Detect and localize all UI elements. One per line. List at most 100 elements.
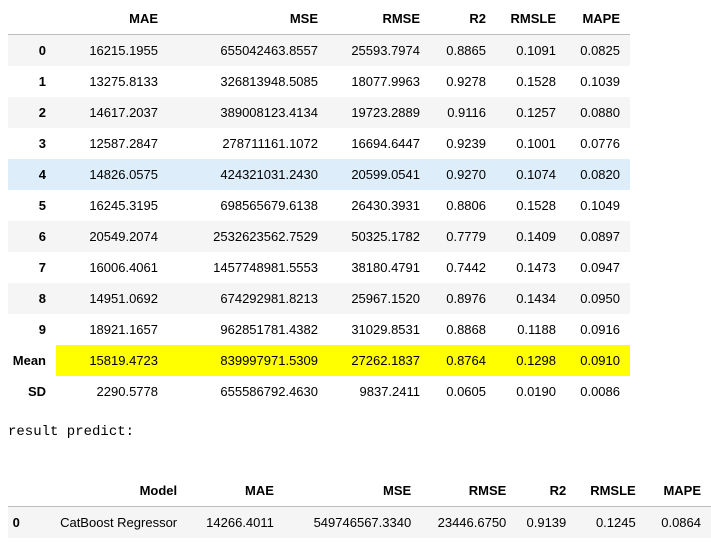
mae-cell: 2290.5778 [96, 384, 158, 399]
rmse-cell: 16694.6447 [351, 136, 420, 151]
table-header-row: Model MAE MSE RMSE R2 RMSLE MAPE [8, 475, 711, 507]
rmse-cell: 23446.6750 [437, 515, 507, 530]
row-index: 0 [12, 515, 20, 530]
mape-cell: 0.0880 [580, 105, 620, 120]
table-header-row: MAE MSE RMSE R2 RMSLE MAPE [8, 3, 630, 35]
model-cell: CatBoost Regressor [60, 515, 178, 530]
rmsle-cell: 0.1528 [516, 198, 556, 213]
mape-cell: 0.0776 [580, 136, 620, 151]
table-row: 8 14951.0692 674292981.8213 25967.1520 0.897… [8, 283, 630, 314]
row-index: 6 [38, 229, 46, 244]
mse-cell: 962851781.4382 [220, 322, 318, 337]
row-index: 5 [38, 198, 46, 213]
mape-cell: 0.0825 [580, 43, 620, 58]
rmsle-cell: 0.1188 [517, 322, 556, 337]
rmsle-header: RMSLE [576, 475, 646, 507]
r2-cell: 0.7779 [446, 229, 486, 244]
mape-cell: 0.0864 [661, 515, 701, 530]
table-row: 9 18921.1657 962851781.4382 31029.8531 0.886… [8, 314, 630, 345]
rmse-cell: 38180.4791 [351, 260, 420, 275]
mape-cell: 0.0897 [580, 229, 620, 244]
r2-cell: 0.9270 [446, 167, 486, 182]
r2-cell: 0.8764 [430, 345, 496, 376]
rmse-header: RMSE [328, 3, 430, 35]
rmse-cell: 25593.7974 [351, 43, 420, 58]
rmsle-header: RMSLE [496, 3, 566, 35]
rmsle-cell: 0.1091 [516, 43, 556, 58]
mse-cell: 2532623562.7529 [213, 229, 318, 244]
row-index: 2 [38, 105, 46, 120]
mae-cell: 14826.0575 [89, 167, 158, 182]
mse-cell: 389008123.4134 [220, 105, 318, 120]
row-index: 8 [38, 291, 46, 306]
mae-cell: 14617.2037 [89, 105, 158, 120]
mape-cell: 0.1039 [580, 74, 620, 89]
mape-cell: 0.0947 [580, 260, 620, 275]
rmse-cell: 9837.2411 [359, 384, 421, 399]
rmsle-cell: 0.1245 [595, 515, 636, 530]
rmsle-cell: 0.1528 [516, 74, 556, 89]
r2-cell: 0.8868 [446, 322, 486, 337]
rmsle-cell: 0.1001 [516, 136, 556, 151]
rmse-cell: 50325.1782 [351, 229, 420, 244]
r2-cell: 0.9116 [447, 105, 486, 120]
rmse-cell: 20599.0541 [351, 167, 420, 182]
mse-cell: 839997971.5309 [168, 345, 328, 376]
r2-cell: 0.9239 [446, 136, 486, 151]
r2-cell: 0.8865 [446, 43, 486, 58]
mape-header: MAPE [645, 475, 711, 507]
row-index: 7 [38, 260, 46, 275]
rmse-cell: 18077.9963 [351, 74, 420, 89]
model-header: Model [29, 475, 188, 507]
rmse-cell: 26430.3931 [351, 198, 420, 213]
mape-cell: 0.0910 [566, 345, 630, 376]
mae-cell: 13275.8133 [89, 74, 158, 89]
mae-header: MAE [187, 475, 284, 507]
mse-cell: 549746567.3340 [313, 515, 412, 530]
table-row: Mean 15819.4723 839997971.5309 27262.1837 0.… [8, 345, 630, 376]
table-row: 5 16245.3195 698565679.6138 26430.3931 0.880… [8, 190, 630, 221]
r2-cell: 0.9139 [526, 515, 567, 530]
mae-cell: 14266.4011 [206, 515, 274, 530]
mae-cell: 12587.2847 [89, 136, 158, 151]
row-index: 9 [38, 322, 46, 337]
table-row: 0 CatBoost Regressor 14266.4011 549746567.3… [8, 506, 711, 538]
mape-cell: 0.1049 [580, 198, 620, 213]
index-header [8, 475, 30, 507]
rmsle-cell: 0.1409 [516, 229, 556, 244]
index-header [8, 3, 56, 35]
table-row: 3 12587.2847 278711161.1072 16694.6447 0.923… [8, 128, 630, 159]
mae-header: MAE [56, 3, 168, 35]
row-index: 1 [38, 74, 46, 89]
mse-header: MSE [168, 3, 328, 35]
mae-cell: 16006.4061 [89, 260, 158, 275]
rmse-cell: 19723.2889 [351, 105, 420, 120]
mape-cell: 0.0950 [580, 291, 620, 306]
table-row: 6 20549.2074 2532623562.7529 50325.1782 0.77… [8, 221, 630, 252]
mse-cell: 326813948.5085 [220, 74, 318, 89]
row-index: 3 [38, 136, 46, 151]
rmsle-cell: 0.0190 [516, 384, 556, 399]
mape-cell: 0.0916 [580, 322, 620, 337]
r2-cell: 0.8976 [446, 291, 486, 306]
row-index: 4 [38, 167, 46, 182]
table-row: 1 13275.8133 326813948.5085 18077.9963 0.927… [8, 66, 630, 97]
mse-cell: 1457748981.5553 [213, 260, 318, 275]
mape-header: MAPE [566, 3, 630, 35]
mae-cell: 20549.2074 [89, 229, 158, 244]
mape-cell: 0.0820 [580, 167, 620, 182]
r2-header: R2 [516, 475, 577, 507]
mae-cell: 14951.0692 [89, 291, 158, 306]
mse-header: MSE [283, 475, 422, 507]
mse-cell: 698565679.6138 [220, 198, 318, 213]
mse-cell: 424321031.2430 [220, 167, 318, 182]
mae-cell: 16245.3195 [89, 198, 158, 213]
r2-header: R2 [430, 3, 496, 35]
stdout-text: result predict: [8, 424, 135, 440]
row-index: SD [27, 384, 46, 399]
rmse-header: RMSE [421, 475, 517, 507]
rmse-cell: 31029.8531 [351, 322, 420, 337]
predict-result-table: Model MAE MSE RMSE R2 RMSLE MAPE 0 CatBoo… [8, 475, 711, 538]
rmsle-cell: 0.1074 [516, 167, 556, 182]
mse-cell: 278711161.1072 [222, 136, 318, 151]
